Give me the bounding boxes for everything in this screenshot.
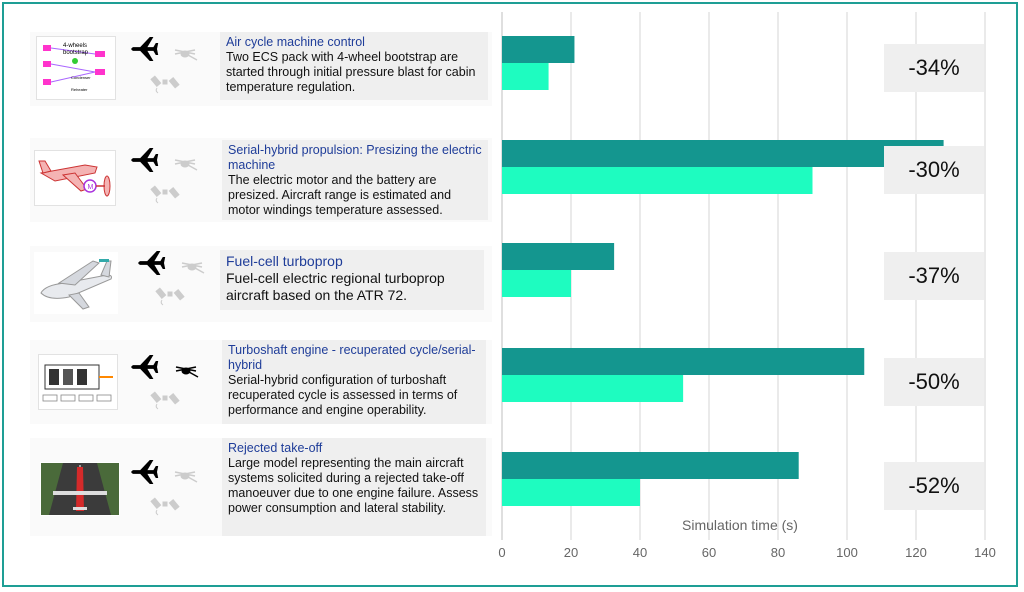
reduction-badge-3: -37%	[884, 252, 984, 300]
acm-label-1: 4-wheels	[63, 43, 87, 49]
reduction-badge-2: -30%	[884, 146, 984, 194]
bar-after-4	[502, 375, 684, 402]
x-tick-label-20: 20	[564, 545, 578, 560]
x-tick-label-0: 0	[498, 545, 505, 560]
bar-before-1	[502, 36, 575, 63]
bar-before-4	[502, 348, 865, 375]
acm-label-4: Reheater	[71, 87, 88, 92]
row-title-4: Turboshaft engine - recuperated cycle/se…	[228, 343, 476, 372]
row-text-1: Two ECS pack with 4-wheel bootstrap are …	[226, 50, 476, 94]
turboprop-aircraft-thumbnail	[34, 252, 118, 314]
row-description-1: Air cycle machine control Two ECS pack w…	[220, 32, 488, 100]
bar-after-1	[502, 63, 549, 90]
x-axis-label: Simulation time (s)	[682, 517, 798, 533]
x-tick-label-100: 100	[836, 545, 858, 560]
acm-label-2: bootstrap	[63, 50, 89, 56]
bar-after-5	[502, 479, 640, 506]
runway-takeoff-thumbnail	[40, 462, 120, 516]
acm-schematic-thumbnail: 4-wheels bootstrap Condenser Reheater	[36, 36, 116, 100]
reduction-badge-1: -34%	[884, 44, 984, 92]
bar-after-3	[502, 270, 571, 297]
reduction-badge-5: -52%	[884, 462, 984, 510]
row-title-5: Rejected take-off	[228, 441, 323, 455]
row-description-5: Rejected take-off Large model representi…	[222, 438, 486, 536]
row-title-2: Serial-hybrid propulsion: Presizing the …	[228, 143, 482, 172]
bar-before-5	[502, 452, 799, 479]
row-description-4: Turboshaft engine - recuperated cycle/se…	[222, 340, 486, 424]
row-text-3: Fuel-cell electric regional turboprop ai…	[226, 270, 445, 303]
x-tick-label-120: 120	[905, 545, 927, 560]
row-description-2: Serial-hybrid propulsion: Presizing the …	[222, 140, 488, 220]
x-tick-label-140: 140	[974, 545, 996, 560]
bar-after-2	[502, 167, 813, 194]
bar-before-2	[502, 140, 944, 167]
row-title-1: Air cycle machine control	[226, 35, 365, 49]
row-text-2: The electric motor and the battery are p…	[228, 173, 452, 217]
motor-label: M	[88, 184, 94, 191]
reduction-badge-4: -50%	[884, 358, 984, 406]
turboshaft-engine-thumbnail	[38, 354, 118, 410]
row-text-5: Large model representing the main aircra…	[228, 456, 479, 515]
acm-label-3: Condenser	[71, 75, 91, 80]
row-title-3: Fuel-cell turboprop	[226, 253, 343, 269]
row-description-3: Fuel-cell turboprop Fuel-cell electric r…	[220, 250, 484, 310]
x-tick-label-80: 80	[771, 545, 785, 560]
row-text-4: Serial-hybrid configuration of turboshaf…	[228, 373, 458, 417]
hybrid-aircraft-thumbnail: M	[34, 150, 116, 206]
x-tick-label-60: 60	[702, 545, 716, 560]
bar-before-3	[502, 243, 615, 270]
x-tick-label-40: 40	[633, 545, 647, 560]
